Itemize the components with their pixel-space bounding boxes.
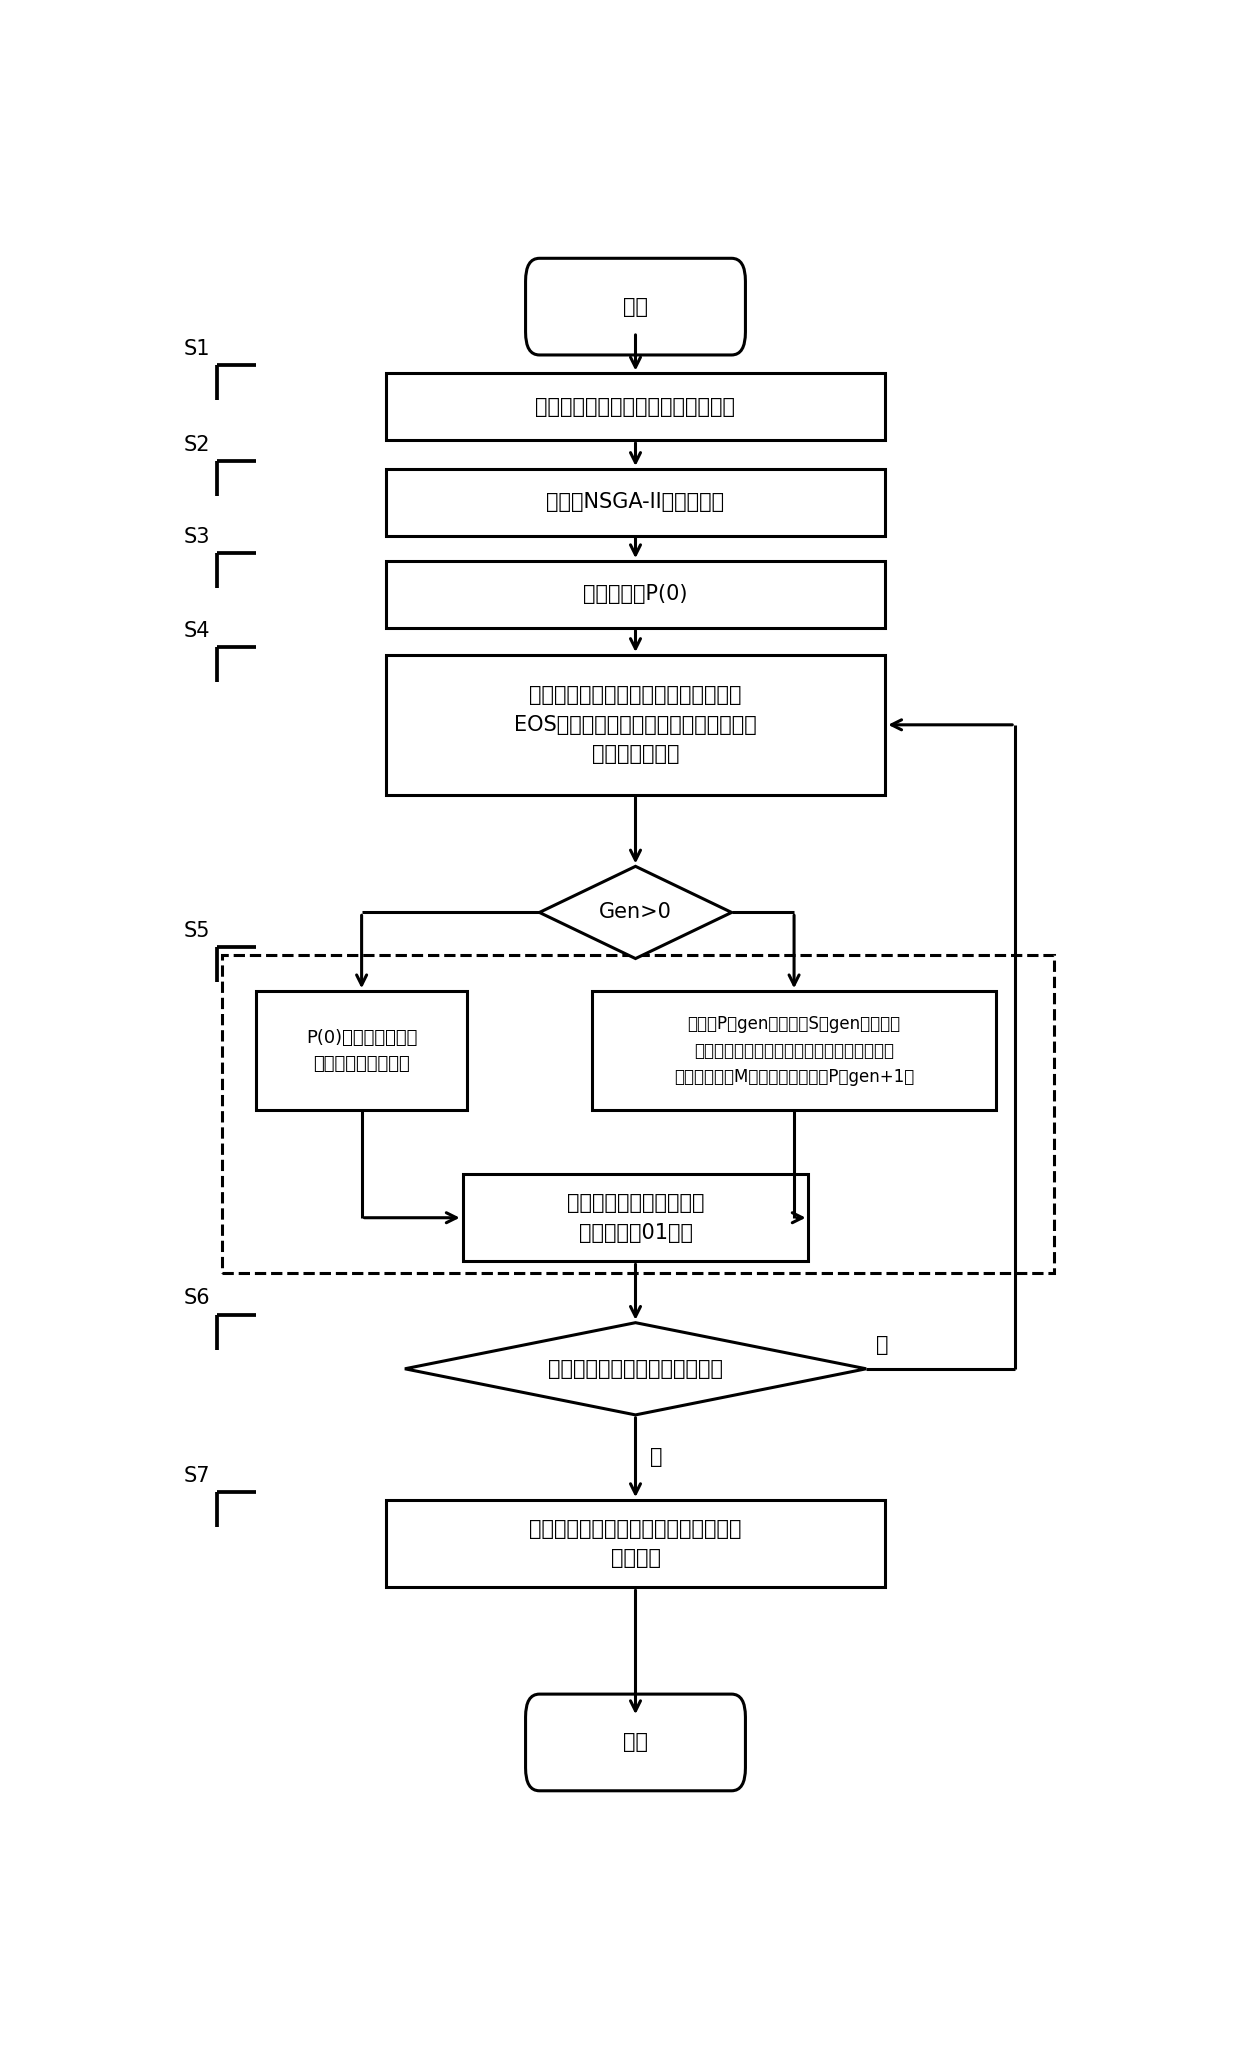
Text: S2: S2 — [184, 434, 210, 454]
Text: Gen>0: Gen>0 — [599, 902, 672, 923]
Text: 迭代次数是否大于最大进化次数: 迭代次数是否大于最大进化次数 — [548, 1359, 723, 1379]
Text: S5: S5 — [184, 921, 210, 942]
Text: S7: S7 — [184, 1466, 210, 1485]
Text: 结束: 结束 — [622, 1733, 649, 1753]
FancyBboxPatch shape — [526, 1693, 745, 1790]
Text: 从解集中选择层流性最好的解作为最终
设计方案: 从解集中选择层流性最好的解作为最终 设计方案 — [529, 1520, 742, 1569]
Text: 遗传操作：锦标赛选择、
单点交叉、01变异: 遗传操作：锦标赛选择、 单点交叉、01变异 — [567, 1194, 704, 1243]
Bar — [386, 1499, 885, 1588]
Polygon shape — [404, 1324, 866, 1415]
Bar — [386, 655, 885, 795]
Text: S4: S4 — [184, 622, 210, 640]
Polygon shape — [539, 867, 732, 958]
Text: 是: 是 — [650, 1448, 662, 1468]
Text: 初始化NSGA-II的相关参数: 初始化NSGA-II的相关参数 — [547, 491, 724, 512]
Text: S3: S3 — [184, 527, 210, 547]
Bar — [386, 562, 885, 628]
Text: 开始: 开始 — [622, 297, 649, 316]
Bar — [386, 469, 885, 535]
Text: 采用综合设计方法得电子枪初始结构: 采用综合设计方法得电子枪初始结构 — [536, 396, 735, 417]
Bar — [222, 956, 1054, 1274]
Bar — [386, 374, 885, 440]
FancyBboxPatch shape — [526, 258, 745, 355]
Text: 根据种群中的个体设置计算参数，启动
EOS仿真计算，读取仿真结果，计算所有
的目标函数值。: 根据种群中的个体设置计算参数，启动 EOS仿真计算，读取仿真结果，计算所有 的目… — [515, 686, 756, 764]
Text: 初始化种群P(0): 初始化种群P(0) — [583, 584, 688, 605]
Text: S6: S6 — [184, 1289, 210, 1309]
Text: P(0)执行快速非支配
排序，拥挤度计算。: P(0)执行快速非支配 排序，拥挤度计算。 — [306, 1028, 418, 1074]
Bar — [463, 1175, 808, 1262]
Text: 否: 否 — [875, 1334, 888, 1355]
Text: S1: S1 — [184, 339, 210, 359]
Bar — [593, 991, 996, 1111]
Text: 对种群P（gen）和种群S（gen）合并的
种群执行快速非支配排序，拥挤度计算，选择
其中前最优的M个个体形成新种群P（gen+1）: 对种群P（gen）和种群S（gen）合并的 种群执行快速非支配排序，拥挤度计算，… — [675, 1016, 914, 1086]
Bar — [255, 991, 467, 1111]
